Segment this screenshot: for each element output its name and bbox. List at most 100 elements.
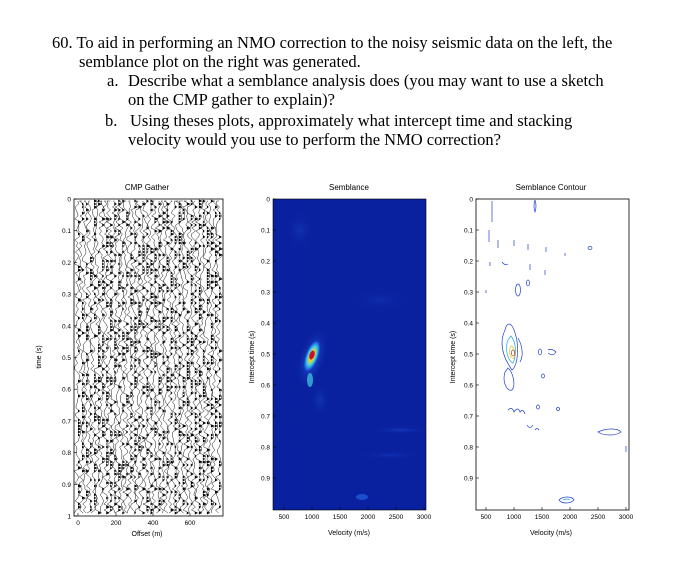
trace-fill bbox=[166, 202, 171, 494]
seismic-trace bbox=[158, 200, 167, 514]
trace-fill bbox=[102, 208, 106, 491]
cmp-y-label: time (s) bbox=[36, 345, 43, 368]
trace-fill bbox=[174, 205, 179, 515]
seismic-trace bbox=[82, 200, 90, 514]
seismic-trace bbox=[202, 200, 211, 514]
y-tick-label: 0.3 bbox=[464, 290, 473, 297]
seismic-trace bbox=[102, 200, 111, 514]
x-tick-label: 3000 bbox=[417, 514, 432, 521]
trace-fill bbox=[219, 211, 223, 509]
seismic-trace bbox=[194, 200, 203, 514]
trace-fill bbox=[170, 220, 175, 512]
trace-fill bbox=[182, 208, 187, 506]
trace-fill bbox=[210, 199, 215, 506]
seismic-trace bbox=[77, 200, 87, 514]
seismic-trace bbox=[162, 200, 171, 514]
cmp-x-ticks: 0 200 400 600 bbox=[76, 513, 196, 527]
y-tick-label: 0.5 bbox=[464, 352, 473, 359]
y-tick-label: 0.7 bbox=[261, 414, 270, 421]
y-tick-label: 0.1 bbox=[62, 228, 71, 235]
x-tick-label: 2000 bbox=[563, 514, 578, 521]
y-tick-label: 0 bbox=[469, 197, 473, 204]
trace-fill bbox=[126, 211, 130, 497]
trace-fill bbox=[178, 202, 183, 512]
y-tick-label: 0.4 bbox=[261, 321, 270, 328]
seismic-trace bbox=[170, 200, 179, 514]
seismic-trace bbox=[114, 200, 123, 514]
cmp-gather-panel: CMP Gather 0 0.1 0.2 0.3 0.4 0.5 0.6 0.7 0.8 0.9 1… bbox=[36, 183, 224, 538]
trace-fill bbox=[86, 202, 90, 497]
x-tick-label: 1500 bbox=[333, 514, 348, 521]
semblance-x-label: Velocity (m/s) bbox=[328, 530, 370, 537]
x-tick-label: 1000 bbox=[507, 514, 522, 521]
seismic-trace bbox=[73, 200, 83, 514]
question-line-2: semblance plot on the right was generate… bbox=[79, 52, 361, 71]
contour-panel: Semblance Contour bbox=[450, 183, 634, 537]
trace-fill bbox=[98, 199, 102, 515]
trace-fill bbox=[114, 202, 118, 506]
question-line-1: 60. To aid in performing an NMO correcti… bbox=[52, 33, 613, 52]
seismic-trace bbox=[206, 200, 216, 514]
y-tick-label: 0.9 bbox=[464, 476, 473, 483]
trace-fill bbox=[106, 217, 110, 515]
x-tick-label: 2500 bbox=[591, 514, 606, 521]
x-tick-label: 1000 bbox=[305, 514, 320, 521]
seismic-trace bbox=[90, 200, 99, 514]
cmp-title: CMP Gather bbox=[125, 183, 170, 192]
x-tick-label: 400 bbox=[148, 520, 159, 527]
seismic-trace bbox=[154, 200, 163, 514]
trace-fill bbox=[162, 211, 167, 503]
trace-fill bbox=[194, 205, 199, 515]
trace-fill bbox=[158, 202, 163, 512]
y-tick-label: 0.8 bbox=[62, 450, 71, 457]
y-tick-label: 0 bbox=[67, 197, 71, 204]
y-tick-label: 0.6 bbox=[261, 383, 270, 390]
seismic-trace bbox=[98, 200, 107, 514]
part-b-line-2: velocity would you use to perform the NM… bbox=[128, 130, 501, 149]
y-tick-label: 0.4 bbox=[62, 323, 71, 330]
semblance-title: Semblance bbox=[329, 183, 370, 192]
x-tick-label: 500 bbox=[481, 514, 492, 521]
seismic-trace bbox=[178, 200, 187, 514]
seismic-trace bbox=[190, 200, 199, 514]
part-a-marker: a. bbox=[107, 71, 119, 90]
seismic-trace bbox=[198, 200, 207, 514]
y-tick-label: 0.5 bbox=[62, 355, 71, 362]
y-tick-label: 0.2 bbox=[464, 259, 473, 266]
contour-y-ticks: 0 0.1 0.2 0.3 0.4 0.5 0.6 0.7 0.8 0.9 bbox=[464, 197, 479, 483]
x-tick-label: 2000 bbox=[361, 514, 376, 521]
trace-fill bbox=[190, 199, 195, 506]
cmp-y-ticks: 0 0.1 0.2 0.3 0.4 0.5 0.6 0.7 0.8 0.9 1 bbox=[62, 197, 77, 521]
seismic-trace bbox=[122, 200, 131, 514]
trace-fill bbox=[118, 199, 122, 512]
contour-x-ticks: 500 1000 1500 2000 2500 3000 bbox=[481, 507, 634, 521]
x-tick-label: 600 bbox=[185, 520, 196, 527]
y-tick-label: 0.1 bbox=[464, 228, 473, 235]
seismic-trace bbox=[142, 200, 151, 514]
y-tick-label: 0.2 bbox=[62, 260, 71, 267]
contour-title: Semblance Contour bbox=[516, 183, 587, 192]
y-tick-label: 0.4 bbox=[464, 321, 473, 328]
x-tick-label: 1500 bbox=[535, 514, 550, 521]
y-tick-label: 0 bbox=[266, 197, 270, 204]
x-tick-label: 500 bbox=[279, 514, 290, 521]
x-tick-label: 2500 bbox=[389, 514, 404, 521]
semblance-frame bbox=[272, 198, 427, 511]
seismic-trace bbox=[106, 200, 115, 514]
seismic-trace bbox=[130, 200, 139, 514]
semblance-y-label: Intercept time (s) bbox=[249, 331, 256, 384]
cmp-x-label: Offset (m) bbox=[132, 531, 163, 538]
seismic-trace bbox=[94, 200, 103, 514]
y-tick-label: 0.7 bbox=[62, 418, 71, 425]
x-tick-label: 200 bbox=[111, 520, 122, 527]
seismic-trace bbox=[134, 200, 143, 514]
y-tick-label: 0.6 bbox=[464, 383, 473, 390]
y-tick-label: 0.8 bbox=[464, 445, 473, 452]
seismic-trace bbox=[85, 200, 95, 514]
semblance-y-ticks: 0 0.1 0.2 0.3 0.4 0.5 0.6 0.7 0.8 0.9 bbox=[261, 197, 276, 483]
trace-fill bbox=[150, 199, 155, 515]
part-a-line-2: on the CMP gather to explain)? bbox=[128, 90, 335, 109]
seismic-trace bbox=[186, 200, 195, 514]
seismic-trace bbox=[126, 200, 135, 514]
